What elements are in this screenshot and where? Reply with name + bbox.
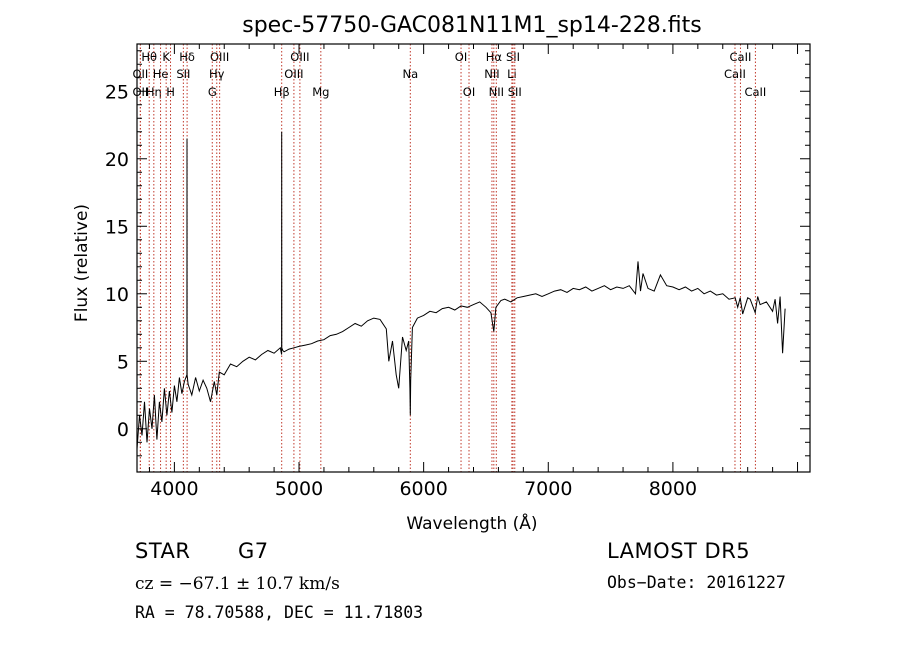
line-label: OIII xyxy=(284,67,303,81)
spectrum-line xyxy=(136,131,786,450)
line-label: Hδ xyxy=(179,50,195,64)
line-label: SII xyxy=(176,67,190,81)
line-label: Na xyxy=(402,67,418,81)
line-label: SII xyxy=(508,85,522,99)
line-label: OI xyxy=(463,85,475,99)
line-label: Hη xyxy=(146,85,162,99)
line-label: NII xyxy=(489,85,504,99)
survey-name: LAMOST DR5 xyxy=(607,539,751,563)
object-subclass: G7 xyxy=(238,539,269,563)
x-tick-label: 6000 xyxy=(399,478,447,500)
line-label: CaII xyxy=(744,85,766,99)
line-label: CaII xyxy=(724,67,746,81)
line-label: NII xyxy=(484,67,499,81)
line-label: Hθ xyxy=(141,50,157,64)
line-label: Hα xyxy=(486,50,503,64)
x-axis-ticks: 4000 5000 6000 7000 8000 xyxy=(148,44,799,500)
x-tick-label: 8000 xyxy=(649,478,697,500)
x-tick-label: 5000 xyxy=(275,478,323,500)
line-label: Hβ xyxy=(274,85,290,99)
observation-date: Obs−Date: 20161227 xyxy=(607,573,786,592)
y-tick-label: 15 xyxy=(105,216,129,238)
line-label: K xyxy=(162,50,170,64)
y-tick-label: 20 xyxy=(105,149,129,171)
line-label: Li xyxy=(507,67,517,81)
line-label: He xyxy=(153,67,169,81)
y-tick-label: 10 xyxy=(105,284,129,306)
chart-title: spec-57750-GAC081N11M1_sp14-228.fits xyxy=(242,13,702,38)
x-tick-label: 4000 xyxy=(150,478,198,500)
y-axis-label: Flux (relative) xyxy=(72,204,92,322)
line-label: OI xyxy=(455,50,467,64)
line-label: OIII xyxy=(290,50,309,64)
plot-frame xyxy=(136,43,811,473)
x-tick-label: 7000 xyxy=(524,478,572,500)
line-label: OIII xyxy=(210,50,229,64)
object-class: STAR xyxy=(135,539,191,563)
redshift-velocity: cz = −67.1 ± 10.7 km/s xyxy=(135,574,340,594)
y-tick-label: 5 xyxy=(117,351,129,373)
line-label: G xyxy=(208,85,217,99)
coordinates: RA = 78.70588, DEC = 11.71803 xyxy=(135,603,424,622)
line-label: Hγ xyxy=(209,67,225,81)
y-tick-label: 25 xyxy=(105,81,129,103)
x-axis-label: Wavelength (Å) xyxy=(406,512,537,534)
y-tick-label: 0 xyxy=(117,419,129,441)
line-label: Mg xyxy=(312,85,329,99)
line-label: H xyxy=(166,85,175,99)
line-label: CaII xyxy=(730,50,752,64)
line-label: SII xyxy=(506,50,520,64)
y-axis-ticks: 0 5 10 15 20 25 xyxy=(105,50,810,457)
